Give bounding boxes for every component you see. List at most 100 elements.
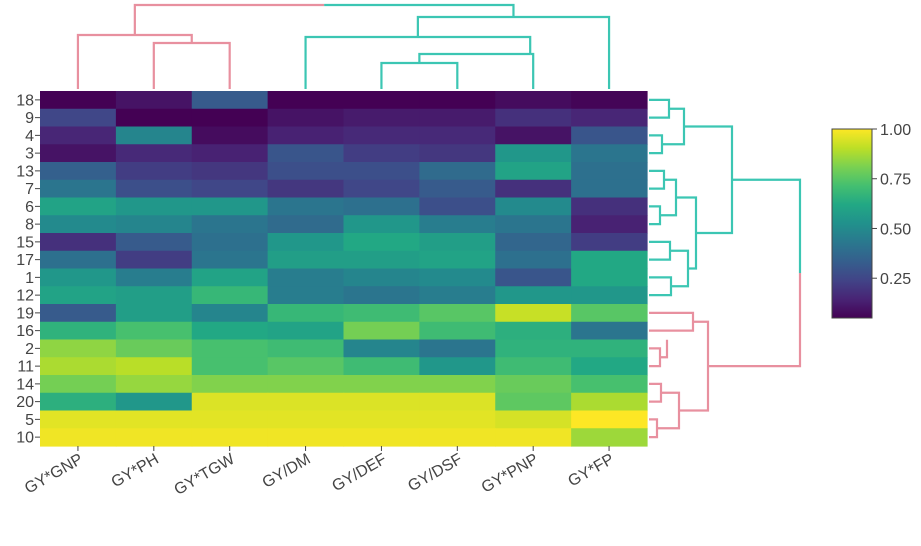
heatmap-cell (40, 144, 117, 163)
heatmap-cell (267, 357, 345, 376)
heatmap-cell (267, 339, 345, 358)
dendrogram-link (649, 169, 666, 190)
heatmap-cell (571, 357, 648, 376)
heatmap-cell (419, 162, 496, 181)
heatmap-cell (191, 197, 269, 216)
dendrogram-link (649, 98, 671, 119)
heatmap-cell (495, 339, 572, 358)
heatmap-cell (571, 91, 648, 110)
row-tick-label: 6 (25, 199, 34, 216)
heatmap-cell (419, 233, 496, 252)
heatmap-cell (267, 250, 345, 270)
heatmap-cell (267, 162, 345, 181)
heatmap-cell (571, 410, 648, 429)
right-dendrogram (649, 98, 802, 439)
dendrogram-link (649, 347, 662, 368)
heatmap-cell (115, 375, 193, 394)
heatmap-cell (571, 321, 648, 341)
heatmap-cell (495, 321, 572, 341)
dendrogram-link (530, 52, 535, 89)
heatmap-cell (419, 304, 496, 323)
heatmap-cell (495, 410, 572, 429)
heatmap-cell (191, 126, 269, 145)
heatmap-cell (267, 410, 345, 429)
heatmap-cell (571, 179, 648, 199)
heatmap-cell (115, 162, 193, 181)
heatmap-cell (419, 144, 496, 163)
dendrogram-link (649, 205, 662, 226)
row-tick-label: 20 (16, 394, 34, 411)
heatmap-cell (40, 304, 117, 323)
heatmap-cell (419, 108, 496, 128)
heatmap-cell (571, 215, 648, 234)
row-tick-label: 15 (16, 234, 34, 251)
heatmap-cell (267, 108, 345, 128)
row-tick-label: 11 (17, 359, 34, 376)
heatmap-cell (419, 339, 496, 358)
heatmap-cell (115, 304, 193, 323)
heatmap-cell (40, 126, 117, 145)
heatmap-cell (191, 321, 269, 341)
heatmap-cell (40, 197, 117, 216)
heatmap-cell (267, 428, 345, 447)
heatmap-cell (343, 375, 420, 394)
row-tick-label: 8 (25, 217, 34, 234)
heatmap-cell (343, 91, 420, 110)
heatmap-cell (115, 410, 193, 429)
top-dendrogram (76, 3, 611, 89)
dendrogram-link (649, 240, 672, 261)
heatmap-cell (191, 250, 269, 270)
heatmap-cell (495, 233, 572, 252)
heatmap-cell (40, 357, 117, 376)
heatmap-cell (267, 392, 345, 412)
heatmap-cell (115, 357, 193, 376)
heatmap-cell (571, 392, 648, 412)
row-tick-label: 12 (16, 288, 34, 305)
heatmap-cell (571, 144, 648, 163)
heatmap-cell (495, 392, 572, 412)
row-tick-label: 4 (25, 128, 34, 145)
column-tick-label: GY/DM (260, 451, 314, 492)
heatmap-cell (191, 108, 269, 128)
heatmap-cell (419, 197, 496, 216)
heatmap-cell (267, 144, 345, 163)
heatmap-cell (419, 268, 496, 287)
heatmap-cell (191, 375, 269, 394)
heatmap-cell (419, 321, 496, 341)
row-tick-label: 10 (16, 430, 34, 447)
heatmap-cell (495, 126, 572, 145)
heatmap-cell (343, 392, 420, 412)
heatmap-cell (191, 304, 269, 323)
heatmap-cell (267, 126, 345, 145)
heatmap-cell (343, 179, 420, 199)
heatmap-cell (343, 304, 420, 323)
heatmap-cell (40, 321, 117, 341)
column-tick-label: GY*FP (565, 451, 617, 491)
heatmap-cell (495, 215, 572, 234)
heatmap-cell (495, 304, 572, 323)
heatmap-cell (191, 233, 269, 252)
heatmap-cell (115, 91, 193, 110)
heatmap-cell (495, 375, 572, 394)
dendrogram-link (649, 418, 659, 439)
heatmap-cell (115, 233, 193, 252)
heatmap-cell (343, 339, 420, 358)
heatmap-cell (495, 428, 572, 447)
heatmap-cell (191, 410, 269, 429)
heatmap-cell (419, 357, 496, 376)
row-tick-label: 16 (16, 323, 34, 340)
heatmap-cell (571, 375, 648, 394)
heatmap-cell (191, 339, 269, 358)
dendrogram-link (649, 311, 695, 332)
heatmap-cell (495, 250, 572, 270)
heatmap-cell (495, 108, 572, 128)
column-tick-label: GY*TGW (171, 450, 238, 499)
heatmap-cell (40, 428, 117, 447)
heatmap-grid (40, 91, 648, 447)
colorbar-gradient (831, 128, 873, 319)
heatmap-cell (419, 126, 496, 145)
heatmap-cell (571, 250, 648, 270)
heatmap-cell (343, 410, 420, 429)
column-tick-label: GY*PNP (479, 451, 541, 497)
